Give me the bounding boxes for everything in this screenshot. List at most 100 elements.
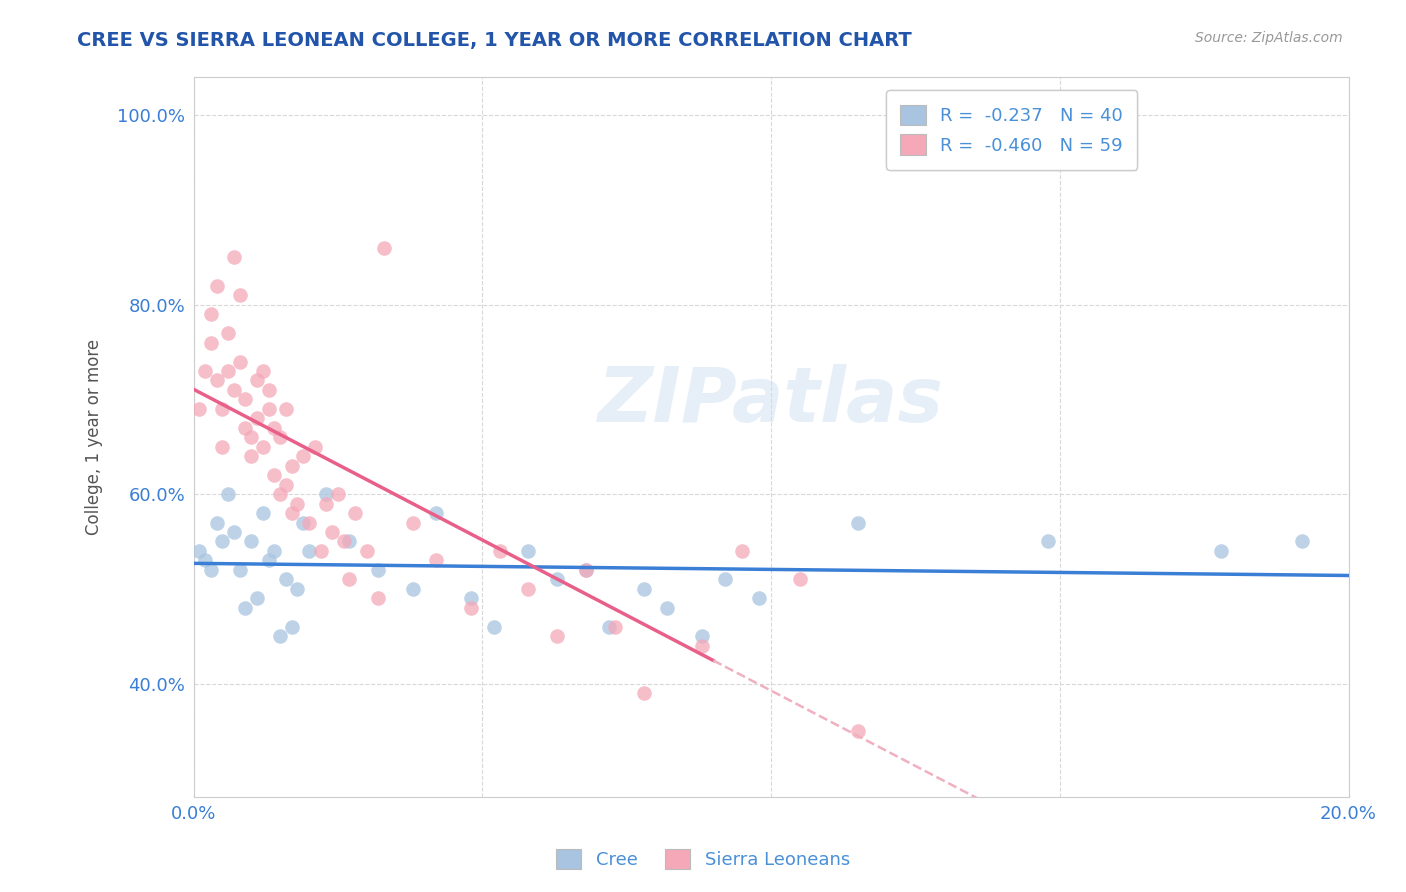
Point — [200, 335, 222, 350]
Point — [690, 629, 713, 643]
Point — [235, 600, 257, 615]
Point — [714, 572, 737, 586]
Point — [517, 582, 540, 596]
Point — [846, 723, 869, 738]
Point — [240, 534, 263, 549]
Y-axis label: College, 1 year or more: College, 1 year or more — [86, 339, 103, 535]
Point — [425, 506, 447, 520]
Point — [309, 544, 332, 558]
Point — [217, 487, 239, 501]
Point — [194, 364, 217, 378]
Point — [280, 620, 302, 634]
Point — [655, 600, 678, 615]
Point — [211, 534, 233, 549]
Point — [321, 524, 343, 539]
Point — [846, 516, 869, 530]
Point — [205, 516, 228, 530]
Point — [263, 421, 285, 435]
Point — [194, 553, 217, 567]
Point — [252, 364, 274, 378]
Point — [211, 401, 233, 416]
Point — [339, 534, 361, 549]
Point — [292, 516, 315, 530]
Point — [482, 620, 505, 634]
Point — [748, 591, 770, 606]
Point — [575, 563, 598, 577]
Point — [269, 430, 291, 444]
Point — [598, 620, 620, 634]
Point — [731, 544, 754, 558]
Legend: Cree, Sierra Leoneans: Cree, Sierra Leoneans — [547, 839, 859, 879]
Point — [228, 288, 250, 302]
Point — [546, 572, 568, 586]
Point — [252, 440, 274, 454]
Point — [217, 364, 239, 378]
Point — [240, 449, 263, 463]
Point — [252, 506, 274, 520]
Point — [633, 686, 655, 700]
Point — [546, 629, 568, 643]
Point — [217, 326, 239, 340]
Point — [488, 544, 510, 558]
Point — [235, 421, 257, 435]
Point — [367, 563, 389, 577]
Point — [367, 591, 389, 606]
Point — [633, 582, 655, 596]
Point — [356, 544, 378, 558]
Point — [304, 440, 326, 454]
Point — [298, 544, 321, 558]
Point — [269, 487, 291, 501]
Text: ZIPatlas: ZIPatlas — [598, 364, 943, 438]
Point — [240, 430, 263, 444]
Text: Source: ZipAtlas.com: Source: ZipAtlas.com — [1195, 31, 1343, 45]
Legend: R =  -0.237   N = 40, R =  -0.460   N = 59: R = -0.237 N = 40, R = -0.460 N = 59 — [886, 90, 1137, 169]
Point — [575, 563, 598, 577]
Point — [1038, 534, 1060, 549]
Point — [298, 516, 321, 530]
Point — [263, 468, 285, 483]
Point — [222, 251, 245, 265]
Point — [246, 411, 269, 425]
Point — [332, 534, 354, 549]
Point — [460, 600, 482, 615]
Point — [603, 620, 626, 634]
Point — [263, 544, 285, 558]
Point — [344, 506, 367, 520]
Point — [1211, 544, 1233, 558]
Point — [373, 241, 395, 255]
Point — [402, 582, 425, 596]
Point — [315, 487, 337, 501]
Point — [269, 629, 291, 643]
Point — [402, 516, 425, 530]
Point — [274, 477, 297, 491]
Point — [1291, 534, 1313, 549]
Point — [205, 374, 228, 388]
Point — [274, 401, 297, 416]
Point — [287, 497, 309, 511]
Point — [228, 563, 250, 577]
Point — [280, 458, 302, 473]
Point — [188, 544, 211, 558]
Point — [287, 582, 309, 596]
Point — [188, 401, 211, 416]
Point — [200, 307, 222, 321]
Point — [315, 497, 337, 511]
Point — [257, 401, 280, 416]
Point — [339, 572, 361, 586]
Point — [211, 440, 233, 454]
Point — [460, 591, 482, 606]
Point — [205, 278, 228, 293]
Point — [425, 553, 447, 567]
Point — [222, 524, 245, 539]
Point — [690, 639, 713, 653]
Point — [280, 506, 302, 520]
Point — [200, 563, 222, 577]
Point — [789, 572, 811, 586]
Point — [246, 591, 269, 606]
Point — [246, 374, 269, 388]
Point — [326, 487, 349, 501]
Point — [257, 383, 280, 397]
Point — [274, 572, 297, 586]
Point — [292, 449, 315, 463]
Point — [517, 544, 540, 558]
